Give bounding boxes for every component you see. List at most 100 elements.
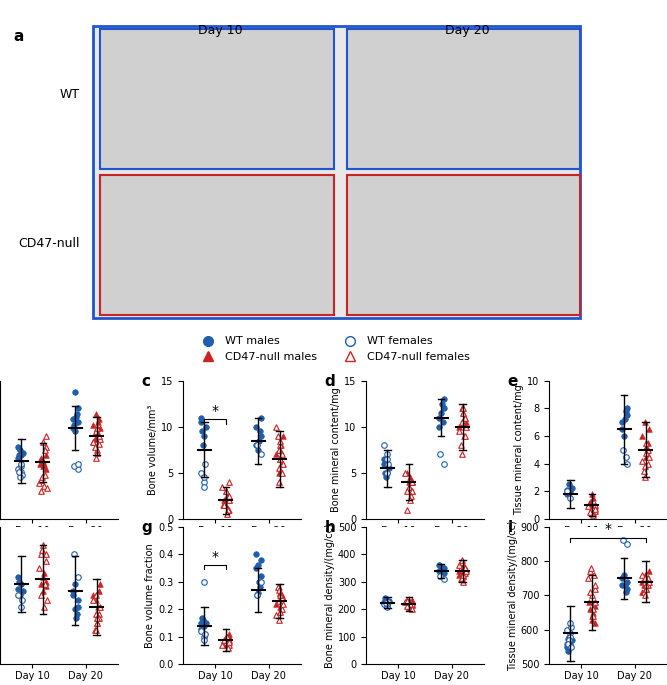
Point — [271, 449, 281, 460]
Point — [460, 568, 471, 579]
Point — [588, 611, 599, 622]
Text: h: h — [325, 520, 336, 534]
Point — [640, 451, 651, 462]
Point — [224, 495, 235, 506]
Point — [273, 477, 284, 488]
FancyBboxPatch shape — [93, 27, 580, 318]
Point — [438, 416, 448, 427]
Point — [458, 561, 468, 572]
Point — [406, 596, 417, 607]
Point — [36, 475, 47, 486]
Point — [217, 481, 227, 492]
Point — [277, 458, 288, 469]
Point — [273, 467, 284, 478]
Point — [222, 504, 233, 515]
Point — [17, 595, 27, 606]
Point — [564, 618, 575, 629]
Point — [562, 638, 573, 649]
Point — [276, 590, 287, 601]
Point — [73, 595, 83, 606]
FancyBboxPatch shape — [100, 175, 334, 314]
Point — [642, 438, 653, 449]
Point — [195, 623, 206, 634]
Point — [221, 499, 231, 510]
Point — [253, 576, 264, 587]
Point — [457, 566, 468, 577]
Point — [404, 477, 415, 488]
Point — [275, 453, 285, 464]
Point — [201, 618, 211, 629]
Text: Day 20: Day 20 — [445, 23, 489, 36]
FancyBboxPatch shape — [100, 29, 334, 169]
Point — [38, 571, 49, 582]
Point — [273, 595, 284, 606]
Point — [405, 602, 416, 613]
Point — [456, 449, 467, 460]
Point — [566, 621, 576, 632]
Point — [199, 481, 209, 492]
Point — [224, 477, 235, 488]
Point — [34, 562, 45, 573]
Point — [256, 412, 267, 423]
Point — [278, 431, 289, 442]
Point — [87, 436, 98, 447]
Point — [39, 579, 50, 590]
Point — [461, 416, 472, 427]
Point — [640, 583, 651, 594]
Point — [640, 416, 650, 427]
Text: g: g — [141, 520, 153, 534]
Point — [67, 414, 78, 425]
Point — [35, 458, 45, 469]
Point — [382, 599, 392, 610]
Point — [404, 481, 415, 492]
Point — [439, 394, 450, 405]
Point — [644, 576, 654, 587]
Point — [69, 549, 79, 560]
Point — [622, 458, 632, 469]
Point — [197, 440, 208, 451]
Point — [405, 472, 416, 483]
Point — [35, 486, 46, 497]
Point — [402, 486, 412, 497]
Point — [34, 477, 45, 488]
Point — [405, 490, 416, 501]
Point — [640, 583, 651, 594]
Point — [458, 569, 468, 580]
Point — [91, 428, 101, 439]
Point — [378, 458, 389, 469]
Point — [256, 571, 267, 582]
Point — [434, 571, 445, 582]
Point — [196, 416, 207, 427]
Point — [384, 463, 394, 474]
Point — [91, 613, 102, 624]
Point — [434, 560, 444, 571]
Point — [272, 582, 283, 593]
Point — [622, 576, 632, 587]
Point — [637, 576, 648, 587]
Point — [199, 621, 209, 632]
Point — [222, 509, 233, 520]
Point — [91, 618, 102, 629]
Point — [402, 594, 413, 605]
Point — [91, 595, 101, 606]
Point — [382, 597, 393, 608]
Point — [91, 625, 102, 636]
Point — [404, 598, 414, 609]
Point — [91, 608, 102, 619]
Point — [222, 632, 233, 643]
Point — [584, 586, 595, 597]
Point — [91, 425, 101, 436]
Point — [67, 586, 78, 597]
Point — [199, 576, 209, 587]
Point — [251, 590, 262, 601]
Point — [636, 569, 647, 580]
Point — [218, 499, 229, 510]
Point — [438, 562, 449, 573]
Point — [37, 472, 48, 483]
Point — [437, 561, 448, 572]
Point — [454, 560, 464, 571]
Point — [15, 601, 26, 612]
Point — [405, 597, 416, 608]
Point — [273, 463, 284, 474]
Point — [587, 590, 598, 601]
